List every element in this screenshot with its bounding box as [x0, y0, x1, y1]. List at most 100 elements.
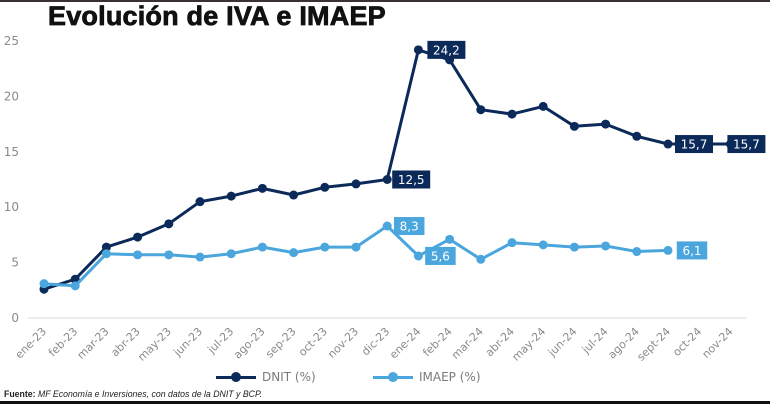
- series-imaep: [39, 221, 673, 291]
- data-point[interactable]: [351, 242, 361, 252]
- data-point[interactable]: [569, 121, 579, 131]
- y-tick-label: 20: [4, 89, 19, 103]
- y-tick-label: 25: [4, 34, 19, 48]
- data-point[interactable]: [101, 242, 111, 252]
- series-dnit: [39, 45, 735, 294]
- legend-item-imaep[interactable]: IMAEP (%): [373, 368, 481, 386]
- x-tick-label: may-24: [510, 325, 549, 364]
- x-tick-label: ene-24: [387, 325, 423, 361]
- data-label-text: 5,6: [431, 249, 450, 263]
- x-tick-label: sep-23: [263, 325, 299, 361]
- data-label-box: [393, 217, 425, 236]
- source-label: Fuente:: [4, 389, 36, 400]
- data-label-box: [727, 135, 766, 154]
- data-point[interactable]: [445, 234, 455, 244]
- data-point[interactable]: [476, 105, 486, 115]
- data-label-box: [676, 241, 708, 260]
- data-label: 15,7: [675, 135, 713, 154]
- y-tick-label: 0: [11, 311, 19, 325]
- data-point[interactable]: [257, 183, 267, 193]
- x-tick-label: ago-23: [231, 325, 268, 362]
- data-label: 15,7: [727, 135, 766, 154]
- data-label-box: [675, 135, 713, 154]
- data-point[interactable]: [382, 175, 392, 184]
- legend-item-dnit[interactable]: DNIT (%): [216, 368, 316, 386]
- data-point[interactable]: [133, 250, 143, 260]
- x-tick-label: oct-24: [670, 325, 704, 359]
- y-tick-label: 5: [11, 256, 19, 270]
- data-label-text: 6,1: [682, 244, 701, 258]
- data-point[interactable]: [164, 219, 174, 229]
- chart-title: Evolución de IVA e IMAEP: [48, 1, 386, 32]
- x-tick-label: jun-24: [545, 325, 580, 360]
- data-point[interactable]: [289, 190, 299, 200]
- data-point[interactable]: [413, 251, 423, 261]
- data-point[interactable]: [538, 240, 548, 250]
- data-point[interactable]: [601, 241, 611, 251]
- y-axis: 0 5 10 15 20 25: [4, 34, 19, 325]
- source-text: MF Economía e Inversiones, con datos de …: [37, 389, 263, 400]
- data-label-text: 24,2: [433, 43, 460, 57]
- legend-label-dnit: DNIT (%): [262, 370, 316, 384]
- data-point[interactable]: [257, 242, 267, 252]
- data-label-box: [427, 40, 466, 59]
- data-point[interactable]: [289, 248, 299, 258]
- data-point[interactable]: [133, 232, 143, 242]
- data-point[interactable]: [351, 179, 361, 189]
- data-label: 8,3: [393, 217, 425, 236]
- data-point[interactable]: [195, 252, 205, 262]
- legend-marker-dnit-icon: [216, 371, 256, 383]
- x-tick-label: may-23: [135, 325, 174, 364]
- data-point[interactable]: [507, 109, 517, 119]
- data-label-box: [425, 246, 456, 265]
- x-tick-label: nov-24: [700, 325, 736, 361]
- data-point[interactable]: [195, 197, 205, 207]
- x-tick-label: mar-24: [449, 325, 486, 362]
- data-point[interactable]: [663, 245, 673, 255]
- data-point[interactable]: [538, 101, 548, 111]
- data-point[interactable]: [382, 221, 392, 231]
- x-tick-label: sept-24: [634, 325, 673, 364]
- data-point[interactable]: [164, 250, 174, 260]
- data-label-box: [392, 170, 431, 189]
- source-footer: Fuente: MF Economía e Inversiones, con d…: [4, 389, 262, 400]
- data-label: 5,6: [425, 246, 456, 265]
- x-tick-label: oct-23: [296, 325, 330, 359]
- x-tick-label: nov-23: [325, 325, 361, 361]
- legend-marker-imaep-icon: [373, 371, 413, 383]
- data-point[interactable]: [70, 281, 80, 291]
- x-tick-label: ene-23: [13, 325, 49, 361]
- data-point[interactable]: [476, 254, 486, 264]
- bottom-rule: [0, 401, 770, 404]
- data-label: 6,1: [676, 241, 708, 260]
- data-point[interactable]: [226, 191, 236, 201]
- x-tick-label: mar-23: [75, 325, 112, 362]
- series-layer: [39, 45, 735, 294]
- data-label-text: 15,7: [681, 138, 708, 152]
- data-label-text: 12,5: [398, 173, 425, 187]
- y-tick-label: 10: [4, 200, 19, 214]
- data-point[interactable]: [601, 119, 611, 129]
- data-point[interactable]: [569, 242, 579, 252]
- data-point[interactable]: [413, 45, 423, 55]
- x-tick-label: jun-23: [170, 325, 205, 360]
- data-point[interactable]: [39, 279, 49, 289]
- data-label: 12,5: [392, 170, 431, 189]
- data-point[interactable]: [507, 238, 517, 248]
- data-point[interactable]: [320, 182, 330, 192]
- data-label: 24,2: [427, 40, 466, 59]
- data-point[interactable]: [632, 247, 642, 257]
- legend-label-imaep: IMAEP (%): [419, 370, 481, 384]
- data-point[interactable]: [632, 131, 642, 141]
- data-point[interactable]: [663, 139, 673, 149]
- data-label-text: 8,3: [400, 220, 419, 234]
- data-point[interactable]: [101, 249, 111, 259]
- data-label-text: 15,7: [733, 138, 760, 152]
- data-labels-layer: 12,5 24,2 15,7 15,7 8,3 5,6 6,1: [392, 40, 766, 265]
- top-rule: [0, 0, 770, 2]
- data-point[interactable]: [226, 249, 236, 259]
- data-point[interactable]: [320, 242, 330, 252]
- y-tick-label: 15: [4, 145, 19, 159]
